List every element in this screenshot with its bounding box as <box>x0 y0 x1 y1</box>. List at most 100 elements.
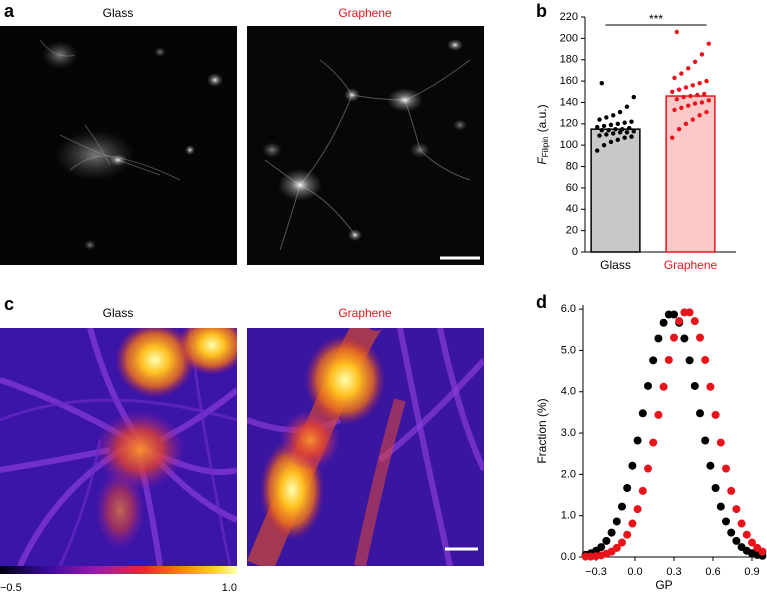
x-tick-label: 0.3 <box>666 566 681 578</box>
data-point <box>716 438 725 447</box>
data-point <box>670 89 675 94</box>
data-point <box>638 409 647 418</box>
image-title: Graphene <box>338 6 392 20</box>
data-point <box>595 124 600 130</box>
y-tick-label: 4.0 <box>561 386 576 398</box>
x-tick-label: −0.3 <box>585 566 607 578</box>
data-point <box>597 133 602 138</box>
data-point <box>742 530 751 539</box>
bar <box>590 128 641 253</box>
colorbar-label: −0.5 <box>0 582 22 594</box>
y-tick-label: 3.0 <box>561 427 576 439</box>
data-point <box>758 547 767 556</box>
data-point <box>679 105 684 110</box>
data-point <box>624 130 630 135</box>
data-point <box>631 94 636 100</box>
data-point <box>696 409 704 418</box>
gp-map <box>0 328 237 566</box>
data-point <box>675 317 684 326</box>
data-point <box>623 530 632 539</box>
x-tick-label: Graphene <box>664 258 718 272</box>
data-point <box>716 502 725 511</box>
data-point <box>659 318 668 327</box>
data-point <box>683 121 689 127</box>
plots: −0.5 1.0 0 20 40 60 80 100 120 140 160 180 200 220 Gla… <box>0 11 767 594</box>
x-tick-label: 0.0 <box>627 566 642 578</box>
data-point <box>664 355 673 364</box>
data-point <box>604 115 609 120</box>
data-point <box>697 81 702 86</box>
data-point <box>670 135 675 140</box>
data-point <box>628 461 637 470</box>
data-point <box>699 100 705 105</box>
data-point <box>612 543 621 552</box>
data-point <box>676 87 682 92</box>
micrograph <box>247 26 484 265</box>
data-point <box>623 484 632 493</box>
data-point <box>704 78 709 84</box>
data-point <box>670 333 678 342</box>
data-point <box>608 139 614 145</box>
y-tick-label: 5.0 <box>561 344 576 356</box>
data-point <box>644 381 652 390</box>
data-point <box>690 381 699 390</box>
y-tick-label: 220 <box>560 11 578 23</box>
data-point <box>606 128 611 133</box>
data-point <box>629 119 634 124</box>
data-point <box>683 85 689 90</box>
data-point <box>701 436 710 445</box>
data-point <box>618 502 626 511</box>
x-tick-label: 0.9 <box>744 566 759 578</box>
gp-map <box>247 328 484 566</box>
colorbar <box>0 566 237 574</box>
data-point <box>615 137 620 143</box>
y-label-subscript: Filipin <box>541 136 550 157</box>
data-point <box>674 29 679 35</box>
bar <box>665 95 716 253</box>
data-point <box>654 334 663 343</box>
data-point <box>607 528 616 537</box>
data-point <box>686 66 691 71</box>
y-tick-label: 60 <box>566 182 578 194</box>
data-point <box>727 528 736 537</box>
image-title: Graphene <box>338 306 392 320</box>
data-point <box>659 382 668 391</box>
y-tick-label: 0.0 <box>561 551 576 563</box>
y-tick-label: 20 <box>566 225 578 237</box>
data-point <box>604 132 609 137</box>
y-label-symbol: F <box>535 157 549 165</box>
data-point <box>692 59 698 65</box>
data-point <box>711 484 720 493</box>
data-point <box>748 538 756 547</box>
data-point <box>695 92 700 98</box>
data-point <box>686 103 691 108</box>
data-point <box>633 436 642 445</box>
data-point <box>618 538 626 547</box>
data-point <box>611 113 616 118</box>
y-tick-label: 6.0 <box>561 303 576 315</box>
data-point <box>722 517 730 526</box>
data-point <box>704 109 709 115</box>
data-point <box>706 461 715 470</box>
data-point <box>601 142 607 148</box>
y-tick-label: 1.0 <box>561 510 576 522</box>
data-point <box>732 536 741 545</box>
panel-label: b <box>536 1 547 21</box>
data-point <box>685 308 694 317</box>
data-point <box>629 134 634 139</box>
data-point <box>706 41 711 46</box>
data-point <box>597 117 602 122</box>
data-point <box>692 101 698 106</box>
data-point <box>620 126 625 132</box>
annotation: *** <box>649 12 663 26</box>
data-point <box>737 519 746 528</box>
x-tick-label: 0.6 <box>705 566 720 578</box>
y-tick-label: 80 <box>566 160 578 172</box>
micrograph <box>0 26 237 265</box>
data-point <box>627 125 632 131</box>
data-point <box>631 129 636 134</box>
data-point <box>672 107 677 113</box>
data-point <box>599 128 604 133</box>
data-point <box>638 486 647 495</box>
data-point <box>690 83 695 88</box>
